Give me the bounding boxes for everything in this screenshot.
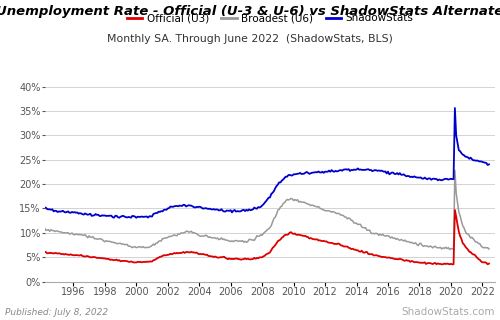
Text: ShadowStats.com: ShadowStats.com [402,307,495,317]
Text: Monthly SA. Through June 2022  (ShadowStats, BLS): Monthly SA. Through June 2022 (ShadowSta… [107,34,393,44]
Text: Published: July 8, 2022: Published: July 8, 2022 [5,308,108,317]
Text: Unemployment Rate - Official (U-3 & U-6) vs ShadowStats Alternate: Unemployment Rate - Official (U-3 & U-6)… [0,5,500,18]
Legend: Official (U3), Broadest (U6), ShadowStats: Official (U3), Broadest (U6), ShadowStat… [122,9,418,28]
